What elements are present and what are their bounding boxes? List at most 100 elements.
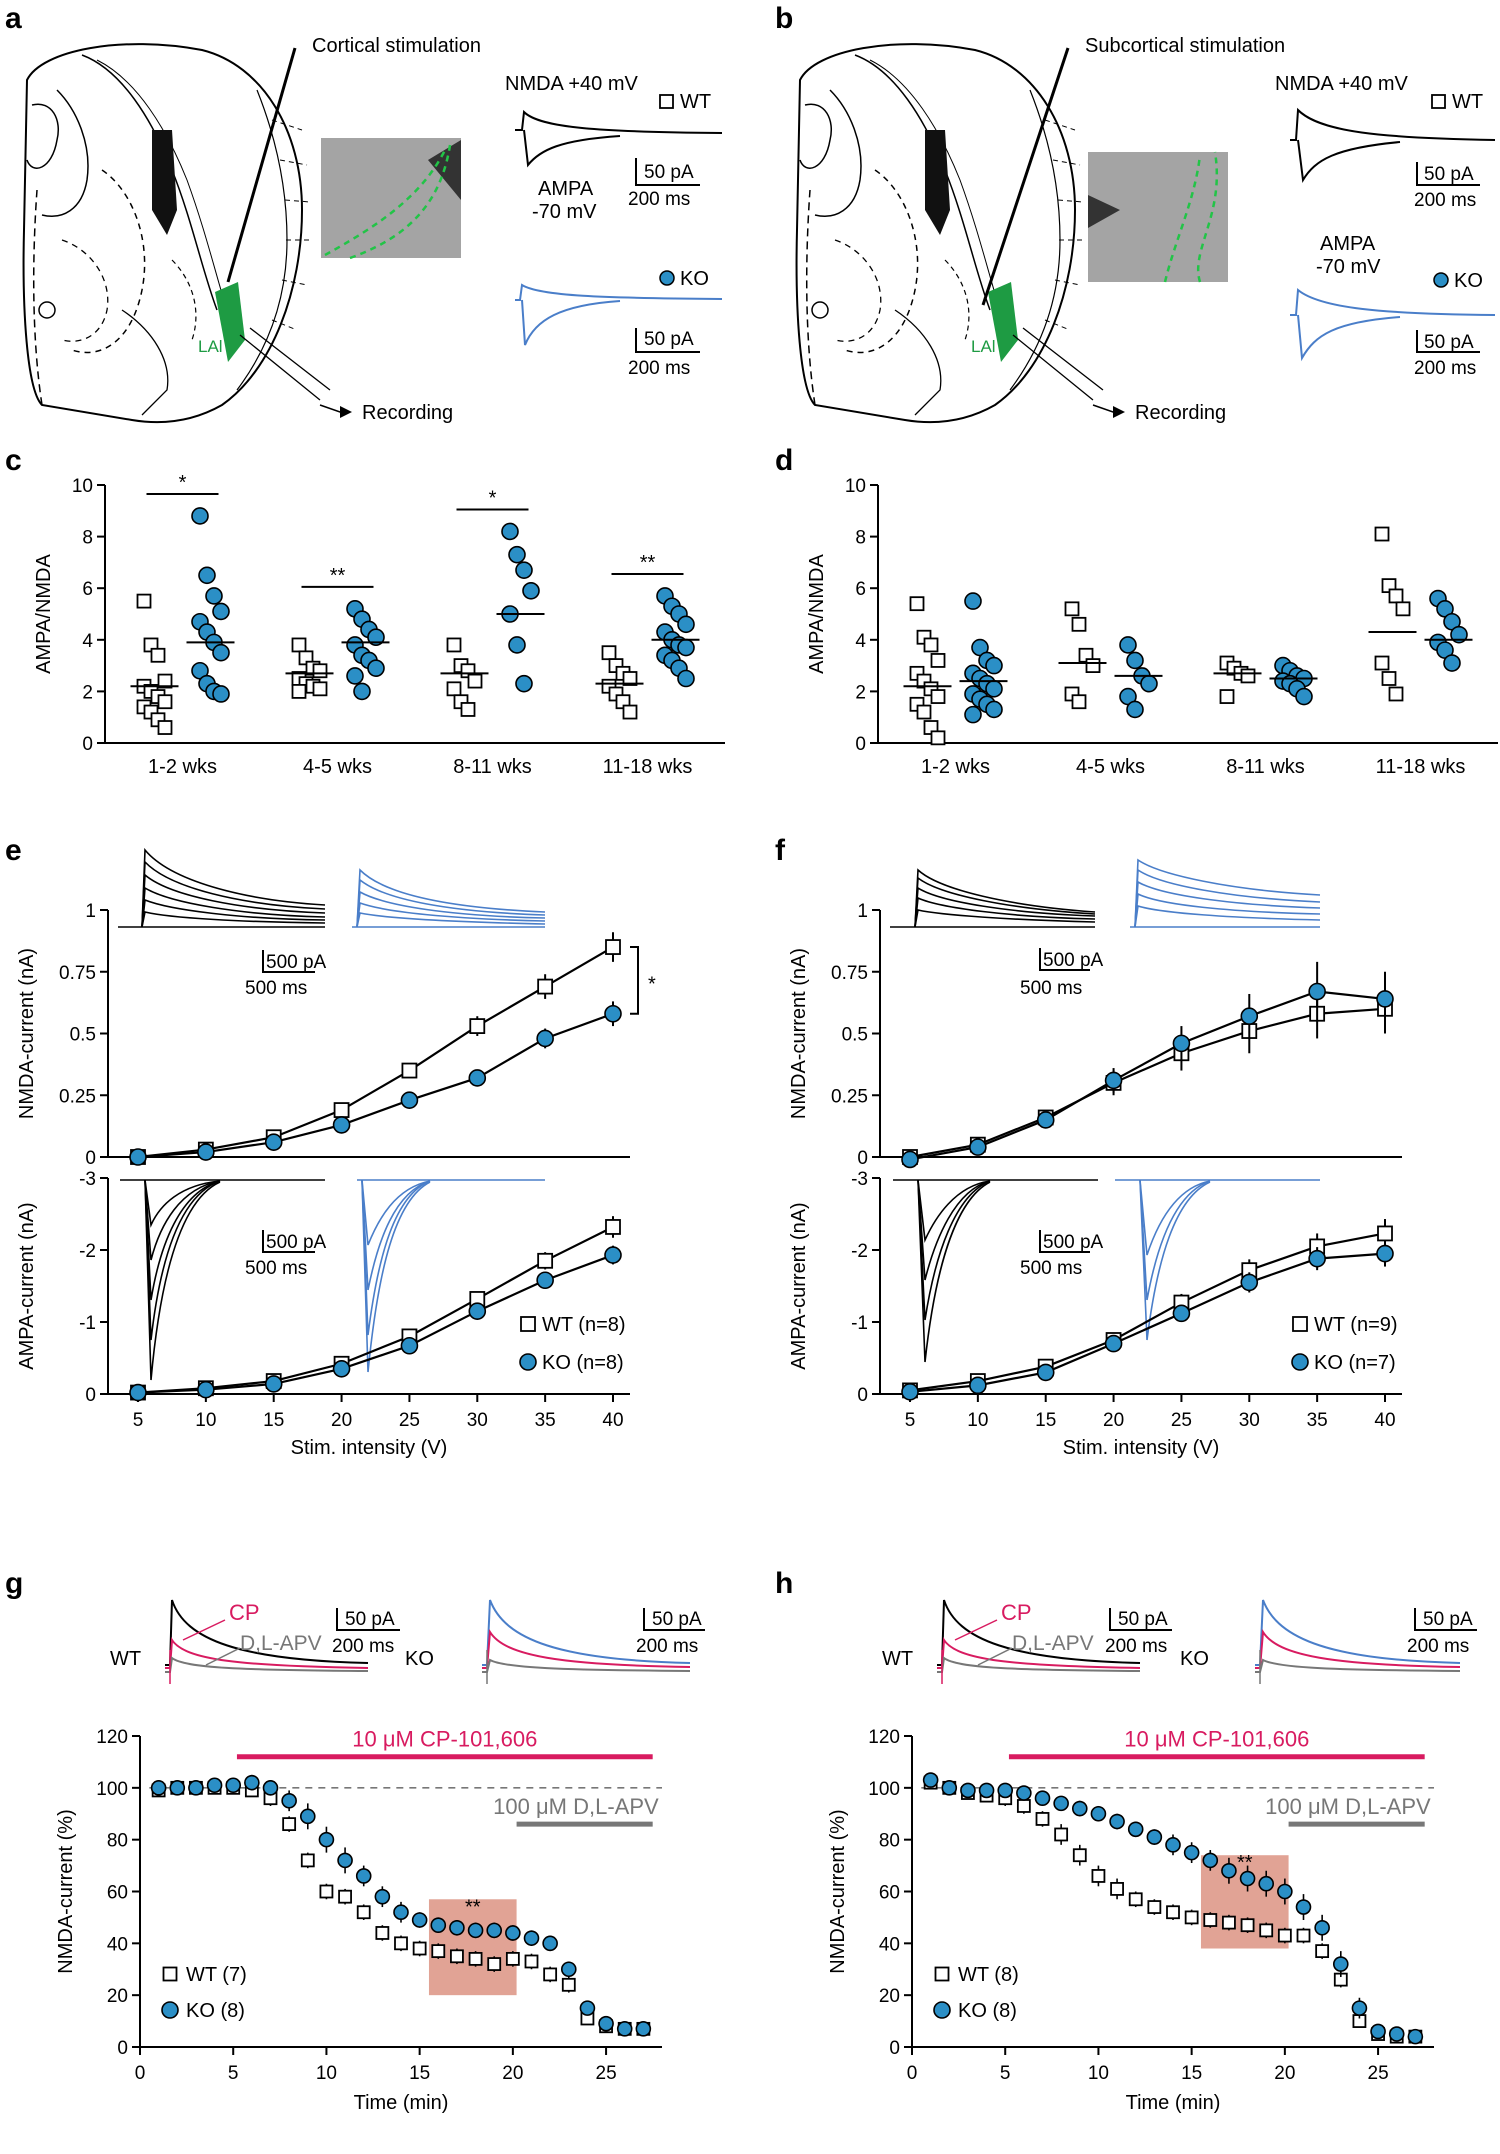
scale-ms-ampa: 500 ms bbox=[1020, 1258, 1082, 1279]
legend-wt-icon bbox=[520, 1316, 536, 1332]
f-nmda-wt-traces bbox=[890, 868, 1096, 928]
x-tick-label: 5 bbox=[133, 1410, 144, 1431]
ko-point bbox=[1126, 651, 1144, 670]
ko-point bbox=[1295, 687, 1313, 706]
x-tick-label: 20 bbox=[331, 1410, 352, 1431]
scale-pa: 50 pA bbox=[345, 1609, 395, 1630]
ko-point bbox=[604, 1004, 622, 1023]
wt-apv-trace bbox=[937, 1656, 1141, 1673]
stim-label: Cortical stimulation bbox=[312, 35, 481, 57]
ko-line bbox=[909, 990, 1386, 1161]
x-tick-label: 4-5 wks bbox=[1076, 756, 1145, 778]
wt-label: WT bbox=[882, 1648, 913, 1670]
y-tick-label: 100 bbox=[868, 1779, 900, 1800]
ko-point bbox=[264, 1375, 283, 1393]
y-tick-label: 2 bbox=[855, 682, 866, 703]
ko-point bbox=[486, 1922, 503, 1939]
y-axis-label: NMDA-current (nA) bbox=[16, 948, 38, 1119]
wt-point bbox=[1184, 1910, 1199, 1925]
ko-point bbox=[579, 2000, 596, 2016]
lal-region bbox=[215, 282, 245, 362]
x-tick-label: 30 bbox=[467, 1410, 488, 1431]
wt-point bbox=[487, 1957, 502, 1971]
legend-wt-label: WT (7) bbox=[186, 1964, 247, 1986]
wt-point bbox=[1219, 689, 1235, 704]
y-tick-label: -3 bbox=[851, 1169, 868, 1190]
wt-line bbox=[137, 946, 614, 1159]
wt-point bbox=[1071, 694, 1087, 710]
x-tick-label: 8-11 wks bbox=[453, 756, 532, 778]
ko-point bbox=[367, 628, 385, 647]
f-ampa-wt-traces bbox=[893, 1179, 1098, 1363]
wt-point bbox=[460, 702, 476, 717]
x-tick-label: 25 bbox=[399, 1410, 420, 1431]
lal-region bbox=[988, 282, 1018, 362]
y-tick-label: 6 bbox=[855, 579, 866, 600]
legend-ko-icon bbox=[933, 2001, 951, 2019]
legend-wt-label: WT (8) bbox=[958, 1964, 1019, 1986]
wt-point bbox=[450, 1949, 464, 1964]
scale-pa-ko: 50 pA bbox=[1423, 1609, 1473, 1630]
wt-point bbox=[1203, 1913, 1218, 1927]
y-tick-label: -2 bbox=[79, 1241, 96, 1262]
y-axis-label: AMPA-current (nA) bbox=[788, 1202, 810, 1369]
y-tick-label: -1 bbox=[79, 1313, 96, 1334]
ko-point bbox=[1202, 1852, 1219, 1869]
ko-point bbox=[604, 1246, 622, 1264]
wt-nmda-trace bbox=[515, 109, 723, 134]
sig-label: * bbox=[648, 973, 656, 995]
panel-letter-b: b bbox=[775, 2, 793, 35]
y-tick-label: -1 bbox=[851, 1313, 868, 1334]
y-tick-label: 6 bbox=[82, 579, 93, 600]
ko-point bbox=[960, 1782, 976, 1799]
wt-point bbox=[1395, 601, 1411, 617]
wt-point bbox=[622, 704, 638, 720]
wt-point bbox=[930, 730, 946, 746]
y-tick-label: 0 bbox=[85, 1385, 96, 1406]
wt-point bbox=[1016, 1799, 1031, 1813]
ko-point bbox=[1036, 1111, 1055, 1129]
ko-point bbox=[969, 1138, 987, 1156]
scale-pa: 500 pA bbox=[1043, 950, 1104, 971]
scale-pa: 50 pA bbox=[1424, 164, 1474, 185]
ko-point bbox=[985, 680, 1003, 698]
x-tick-label: 4-5 wks bbox=[303, 756, 372, 778]
wt-point bbox=[1166, 1905, 1180, 1920]
scale-ms: 200 ms bbox=[332, 1636, 394, 1657]
scale-pa: 50 pA bbox=[1118, 1609, 1168, 1630]
ko-point bbox=[400, 1336, 419, 1355]
y-tick-label: 60 bbox=[879, 1883, 900, 1904]
ko-point bbox=[522, 581, 540, 600]
ko-point bbox=[1172, 1034, 1191, 1053]
panel-e-insets: 500 pA 500 ms 500 pA 500 ms bbox=[118, 847, 546, 1381]
ko-point bbox=[941, 1780, 958, 1796]
scale-bar bbox=[336, 1608, 400, 1631]
sig-bracket bbox=[630, 946, 639, 1015]
ko-point bbox=[677, 638, 695, 657]
ko-point bbox=[1104, 1071, 1123, 1090]
x-tick-label: 11-18 wks bbox=[603, 756, 693, 778]
ko-point bbox=[1104, 1334, 1123, 1353]
ko-point bbox=[964, 705, 982, 724]
wt-point bbox=[1381, 671, 1397, 686]
wt-point bbox=[312, 663, 328, 679]
ko-point bbox=[1172, 1304, 1191, 1323]
ko-point bbox=[374, 1888, 391, 1905]
ko-point bbox=[197, 1380, 215, 1399]
chart-h: 0 20 40 60 80 100 120 NMDA-current (%) 0 5 10 15 20 2… bbox=[827, 1727, 1434, 2114]
panel-b: b LAl Recording Subcortical stimulation … bbox=[775, 2, 1496, 424]
ko-point bbox=[129, 1383, 147, 1402]
x-tick-label: 5 bbox=[228, 2063, 239, 2084]
arrow-icon bbox=[1113, 406, 1125, 418]
wt-point bbox=[1110, 1882, 1124, 1896]
ko-point bbox=[411, 1912, 428, 1928]
ko-point bbox=[262, 1780, 279, 1796]
ko-point bbox=[616, 2021, 633, 2037]
y-tick-label: 8 bbox=[855, 528, 866, 549]
y-tick-label: 100 bbox=[96, 1779, 128, 1800]
region-label: LAl bbox=[971, 337, 996, 356]
x-tick-label: 25 bbox=[1368, 2063, 1389, 2084]
ko-point bbox=[515, 561, 533, 579]
y-axis-label: NMDA-current (%) bbox=[55, 1809, 77, 1973]
